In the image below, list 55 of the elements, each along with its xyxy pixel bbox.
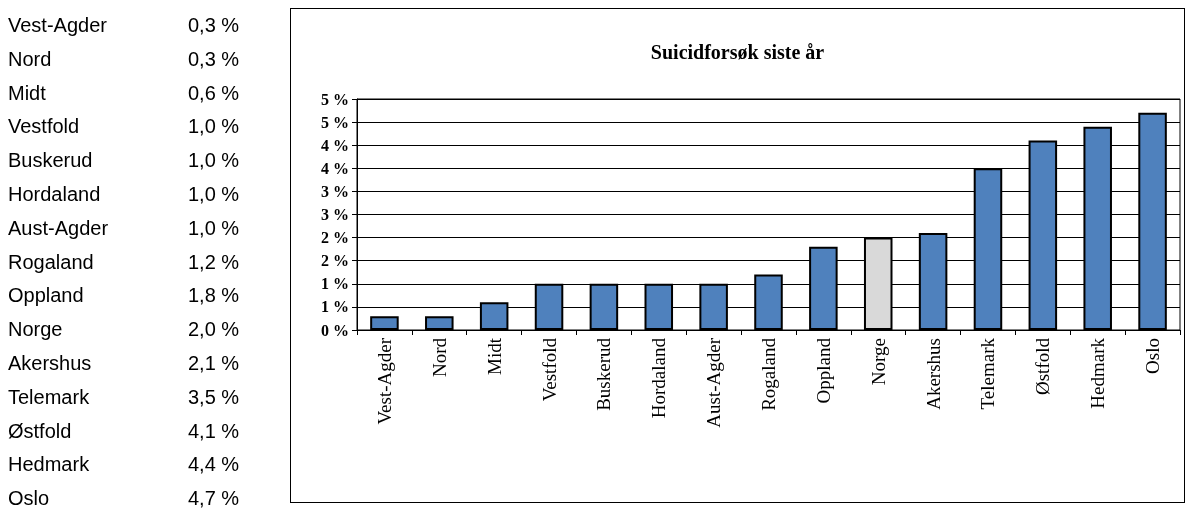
y-tick-label: 3 % [321,206,349,223]
x-tick-label: Buskerud [593,337,615,411]
y-tick-label: 4 % [321,136,349,154]
y-tick-label: 2 % [321,229,349,247]
x-tick-label: Nord [428,337,450,378]
x-tick-label: Rogaland [758,337,779,411]
text: Vestfold [8,115,81,140]
text: 3,5 % [188,385,240,410]
x-tick-label: Vestfold [538,337,560,402]
text: 0,3 % [188,14,240,38]
x-tick-label: Vest-Agder [373,337,395,425]
text: 4,1 % [188,419,240,444]
text: 4,7 % [188,487,240,511]
text: 2,1 % [188,351,240,376]
text: Hedmark [8,453,91,478]
text: Østfold [8,419,73,444]
text: 1,8 % [188,284,240,309]
text: Vest-Agder [8,14,108,38]
y-tick-label: 5 % [321,90,349,108]
text: 0,6 % [188,81,240,106]
x-tick-label: Norge [867,338,889,386]
x-tick-label: Oslo [1142,338,1164,374]
x-tick-label: Hordaland [648,337,670,419]
y-tick-label: 4 % [321,159,349,177]
text: 2,0 % [188,318,240,343]
text: 1,0 % [188,182,240,207]
x-tick-label: Midt [483,337,505,375]
y-tick-label: 5 % [321,113,349,131]
text: Oslo [8,487,51,511]
x-tick-label: Aust-Agder [703,337,725,428]
text: 0,3 % [188,47,240,72]
chart-title: Suicidforsøk siste år [650,41,825,63]
text: Oppland [8,284,85,309]
text: Buskerud [8,149,94,174]
y-tick-label: 2 % [321,252,349,270]
text: Norge [8,318,64,343]
text: Hordaland [8,182,102,207]
text: 1,0 % [188,115,240,140]
text: Nord [8,47,53,72]
x-tick-label: Østfold [1032,337,1054,395]
text: 1,0 % [188,149,240,174]
y-tick-label: 1 % [321,275,349,293]
text: Rogaland [8,250,95,275]
x-tick-label: Telemark [977,337,999,410]
x-tick-label: Hedmark [1087,337,1109,409]
y-tick-label: 1 % [321,298,349,316]
y-tick-label: 3 % [321,182,349,200]
text: Midt [8,81,47,106]
x-tick-label: Oppland [812,337,834,404]
text: 1,2 % [188,250,240,275]
text: 4,4 % [188,453,240,478]
text: Aust-Agder [8,216,110,241]
y-tick-label: 0 % [321,321,349,339]
x-tick-label: Akershus [922,338,944,410]
text: 1,0 % [188,216,240,241]
